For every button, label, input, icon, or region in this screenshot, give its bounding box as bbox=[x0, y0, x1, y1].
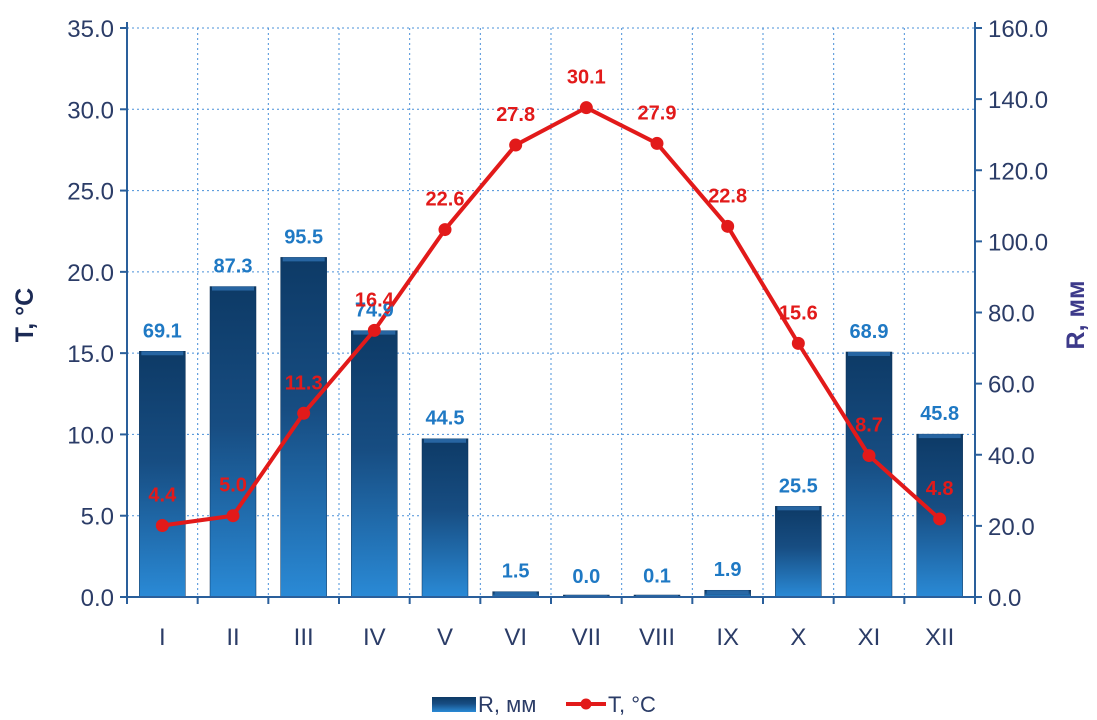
bar-IV bbox=[351, 330, 398, 598]
bar-highlight bbox=[494, 591, 537, 596]
temperature-value-label: 4.8 bbox=[926, 478, 954, 500]
y-left-tick-label: 0.0 bbox=[81, 585, 114, 612]
bar-highlight bbox=[848, 351, 890, 356]
temperature-value-label: 11.3 bbox=[285, 372, 323, 394]
bar-value-label: 0.0 bbox=[572, 566, 600, 588]
x-tick-label-III: III bbox=[294, 624, 314, 651]
y-left-tick-label: 25.0 bbox=[67, 179, 114, 206]
bar-value-label: 95.5 bbox=[284, 226, 323, 248]
temperature-point-IV bbox=[367, 323, 381, 337]
bar-value-label: 74.9 bbox=[355, 300, 394, 322]
x-tick-label-XII: XII bbox=[925, 624, 954, 651]
y-left-axis-title: T, °C bbox=[11, 288, 39, 342]
y-left-tick-label: 35.0 bbox=[67, 16, 114, 43]
temperature-point-XII bbox=[933, 512, 947, 526]
bar-highlight bbox=[212, 286, 254, 291]
legend-label-line: T, °C bbox=[608, 692, 656, 717]
y-right-tick-label: 0.0 bbox=[988, 585, 1021, 612]
temperature-value-label: 30.1 bbox=[567, 67, 606, 89]
temperature-value-label: 5.0 bbox=[219, 475, 247, 497]
x-tick-label-X: X bbox=[790, 624, 806, 651]
bar-value-label: 68.9 bbox=[850, 321, 889, 343]
temperature-value-label: 15.6 bbox=[779, 302, 818, 324]
bar-highlight bbox=[424, 438, 466, 443]
x-tick-label-XI: XI bbox=[858, 624, 881, 651]
x-tick-label-VII: VII bbox=[572, 624, 601, 651]
data-labels: 69.1 87.3 95.5 74.9 44.5 1.5 0.0 0.1 1.9 25.5 68.9… bbox=[143, 67, 959, 588]
legend: R, мм T, °C bbox=[432, 692, 656, 717]
legend-swatch-marker bbox=[580, 698, 592, 710]
line-series bbox=[155, 101, 947, 532]
bar-value-label: 45.8 bbox=[920, 403, 959, 425]
y-left-tick-label: 20.0 bbox=[67, 260, 114, 287]
bar-value-label: 44.5 bbox=[426, 408, 465, 430]
gridlines bbox=[127, 27, 976, 597]
temperature-value-label: 16.4 bbox=[355, 289, 395, 311]
bar-highlight bbox=[918, 434, 961, 439]
bar-highlight bbox=[706, 590, 749, 595]
y-right-tick-label: 80.0 bbox=[988, 301, 1035, 328]
temperature-point-II bbox=[226, 509, 240, 523]
y-right-tick-label: 40.0 bbox=[988, 443, 1035, 470]
y-right-tick-label: 20.0 bbox=[988, 514, 1035, 541]
x-tick-label-V: V bbox=[437, 624, 453, 651]
temperature-point-XI bbox=[862, 449, 876, 463]
bar-II bbox=[209, 286, 257, 598]
bar-highlight bbox=[777, 506, 820, 511]
bar-highlight bbox=[141, 351, 184, 356]
temperature-point-I bbox=[155, 518, 169, 532]
bar-III bbox=[280, 257, 327, 598]
y-left-tick-label: 30.0 bbox=[67, 97, 114, 124]
bar-highlight bbox=[282, 257, 325, 262]
bar-value-label: 0.1 bbox=[643, 566, 671, 588]
x-tick-label-IX: IX bbox=[716, 624, 739, 651]
bar-V bbox=[421, 438, 469, 598]
temperature-value-label: 27.8 bbox=[496, 104, 535, 126]
bar-value-label: 1.5 bbox=[502, 561, 530, 583]
temperature-value-label: 22.8 bbox=[708, 185, 747, 207]
temperature-point-VII bbox=[579, 101, 593, 115]
y-left-tick-label: 10.0 bbox=[67, 422, 114, 449]
y-left-tick-label: 15.0 bbox=[67, 341, 114, 368]
temperature-point-V bbox=[438, 223, 452, 237]
bar-XI bbox=[845, 351, 893, 598]
y-right-axis-title: R, мм bbox=[1062, 281, 1090, 350]
legend-swatch-bar bbox=[432, 697, 476, 712]
temperature-value-label: 4.4 bbox=[148, 484, 177, 506]
y-right-tick-label: 140.0 bbox=[988, 87, 1048, 114]
temperature-point-IX bbox=[721, 219, 735, 233]
legend-label-bar: R, мм bbox=[478, 692, 536, 717]
bar-value-label: 25.5 bbox=[779, 475, 818, 497]
y-left-tick-label: 5.0 bbox=[81, 504, 114, 531]
temperature-point-VIII bbox=[650, 136, 664, 150]
bar-I bbox=[139, 351, 186, 598]
y-right-tick-label: 60.0 bbox=[988, 372, 1035, 399]
x-tick-label-I: I bbox=[159, 624, 166, 651]
temperature-point-III bbox=[297, 406, 311, 420]
y-right-tick-label: 160.0 bbox=[988, 16, 1048, 43]
temperature-line bbox=[162, 105, 942, 528]
bar-value-label: 87.3 bbox=[214, 256, 253, 278]
bar-X bbox=[775, 506, 822, 598]
x-tick-label-IV: IV bbox=[363, 624, 386, 651]
y-right-tick-label: 120.0 bbox=[988, 158, 1048, 185]
temperature-value-label: 27.9 bbox=[638, 102, 677, 124]
x-tick-label-II: II bbox=[226, 624, 239, 651]
x-tick-label-VI: VI bbox=[504, 624, 527, 651]
y-right-tick-label: 100.0 bbox=[988, 229, 1048, 256]
axes: 0.0 5.0 10.0 15.0 20.0 25.0 30.0 35.0 0.0 20.0 40.… bbox=[67, 16, 1048, 651]
temperature-value-label: 22.6 bbox=[426, 189, 465, 211]
x-tick-label-VIII: VIII bbox=[639, 624, 675, 651]
temperature-point-X bbox=[791, 336, 805, 350]
bar-value-label: 69.1 bbox=[143, 320, 182, 342]
temperature-point-VI bbox=[509, 138, 523, 152]
bar-value-label: 1.9 bbox=[714, 559, 742, 581]
temperature-value-label: 8.7 bbox=[855, 415, 883, 437]
